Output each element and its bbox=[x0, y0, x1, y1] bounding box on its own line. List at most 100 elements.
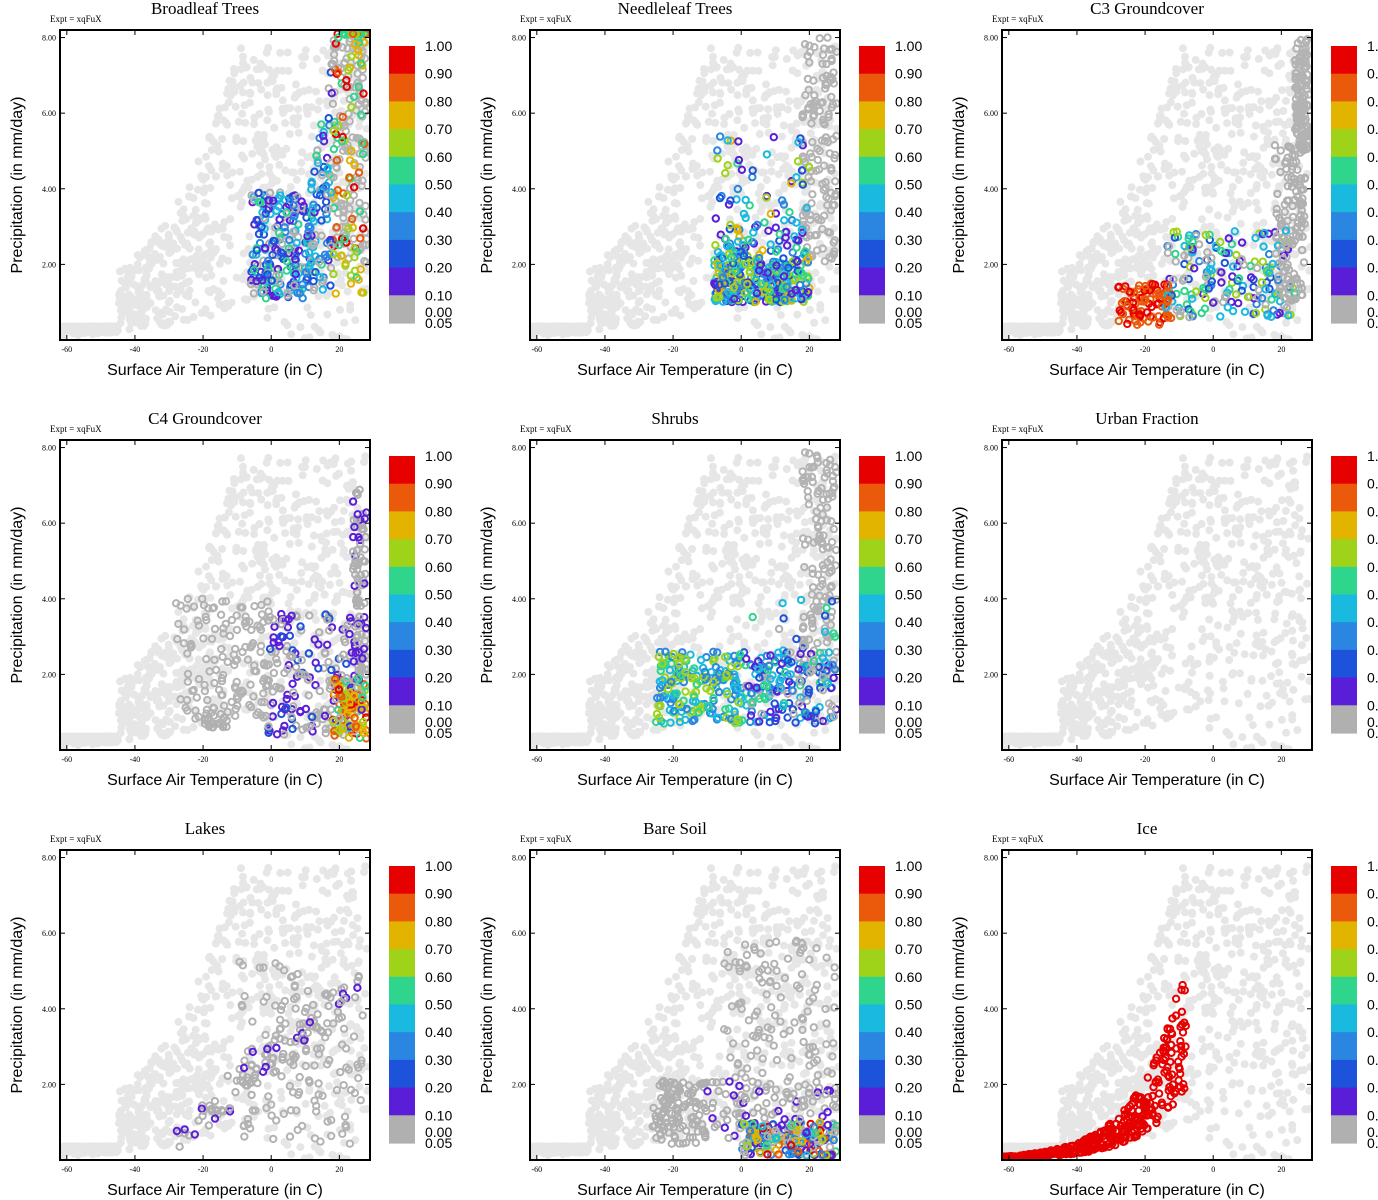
background-point bbox=[1240, 61, 1249, 70]
background-point bbox=[275, 160, 284, 169]
fraction-point bbox=[804, 162, 814, 172]
background-point bbox=[572, 322, 581, 331]
zero-fraction-point bbox=[827, 54, 836, 64]
zero-fraction-point bbox=[817, 216, 826, 225]
fraction-point bbox=[1191, 287, 1201, 296]
fraction-point bbox=[344, 66, 353, 75]
fraction-point bbox=[1276, 146, 1286, 155]
background-point bbox=[263, 313, 272, 322]
fraction-point bbox=[277, 239, 287, 249]
zero-fraction-point bbox=[1291, 72, 1301, 82]
background-point bbox=[231, 102, 240, 111]
fraction-point bbox=[329, 250, 338, 259]
expt-label: Expt = xqFuX bbox=[50, 424, 102, 434]
background-point bbox=[282, 144, 291, 153]
fraction-point bbox=[317, 231, 326, 241]
background-point bbox=[214, 225, 223, 234]
background-point bbox=[246, 73, 255, 82]
background-point bbox=[1206, 222, 1215, 231]
background-point bbox=[1116, 197, 1125, 206]
background-point bbox=[817, 275, 826, 284]
background-point bbox=[1189, 175, 1198, 184]
fraction-point bbox=[282, 257, 291, 266]
fraction-point bbox=[1168, 280, 1178, 289]
fraction-point bbox=[1237, 255, 1247, 264]
zero-fraction-point bbox=[339, 146, 348, 155]
background-point bbox=[1093, 232, 1102, 241]
background-point bbox=[1239, 158, 1248, 167]
background-point bbox=[764, 105, 773, 114]
colorbar-label: 0.40 bbox=[895, 204, 922, 220]
background-point bbox=[651, 279, 660, 288]
background-point bbox=[1245, 153, 1254, 162]
background-point bbox=[221, 163, 230, 172]
zero-fraction-point bbox=[816, 99, 826, 108]
fraction-point bbox=[250, 265, 259, 275]
zero-fraction-point bbox=[352, 133, 361, 143]
background-point bbox=[159, 291, 168, 300]
zero-fraction-point bbox=[809, 112, 818, 121]
fraction-point bbox=[804, 274, 813, 283]
fraction-point bbox=[1194, 240, 1204, 249]
fraction-point bbox=[1280, 294, 1289, 303]
zero-fraction-point bbox=[361, 215, 370, 224]
background-point bbox=[1243, 46, 1252, 55]
colorbar-label: 0.70 bbox=[895, 121, 922, 137]
background-point bbox=[181, 279, 190, 288]
background-point bbox=[1220, 66, 1229, 75]
background-point bbox=[220, 232, 229, 241]
background-point bbox=[697, 194, 706, 203]
background-point bbox=[635, 249, 644, 258]
fraction-point bbox=[778, 283, 788, 292]
x-tick-label: 20 bbox=[335, 345, 343, 354]
fraction-point bbox=[320, 205, 330, 214]
fraction-point bbox=[1205, 235, 1215, 245]
expt-label: Expt = xqFuX bbox=[520, 14, 572, 24]
background-point bbox=[681, 172, 690, 181]
fraction-point bbox=[348, 223, 357, 232]
colorbar-swatch bbox=[1331, 212, 1357, 241]
x-tick-label: -20 bbox=[1140, 345, 1151, 354]
background-point bbox=[1071, 280, 1080, 289]
zero-fraction-point bbox=[355, 149, 364, 158]
background-point bbox=[280, 106, 289, 115]
background-point bbox=[634, 278, 643, 287]
fraction-point bbox=[1184, 274, 1193, 284]
background-point bbox=[142, 303, 151, 311]
zero-fraction-point bbox=[804, 85, 813, 95]
background-point bbox=[218, 135, 227, 143]
background-point bbox=[237, 454, 245, 463]
background-point bbox=[774, 170, 783, 179]
background-point bbox=[780, 184, 789, 193]
background-point bbox=[236, 202, 245, 211]
background-point bbox=[685, 259, 694, 268]
fraction-point bbox=[1237, 238, 1247, 247]
fraction-point bbox=[307, 185, 316, 194]
background-point bbox=[194, 245, 203, 254]
fraction-point bbox=[1298, 194, 1307, 203]
background-point bbox=[173, 244, 182, 253]
background-point bbox=[263, 91, 272, 100]
fraction-point bbox=[779, 272, 789, 281]
fraction-point bbox=[1251, 233, 1260, 243]
fraction-point bbox=[1163, 295, 1173, 305]
background-point bbox=[755, 130, 764, 138]
plot-frame bbox=[529, 29, 841, 341]
fraction-point bbox=[1259, 242, 1268, 251]
background-point bbox=[237, 44, 245, 53]
background-point bbox=[688, 135, 697, 143]
fraction-point bbox=[1195, 257, 1204, 266]
background-point bbox=[707, 44, 715, 53]
colorbar-label: 0.20 bbox=[1367, 260, 1378, 276]
fraction-point bbox=[1217, 268, 1226, 277]
background-point bbox=[1033, 322, 1042, 331]
background-point bbox=[136, 253, 145, 262]
background-point bbox=[121, 280, 130, 289]
background-point bbox=[767, 158, 776, 167]
background-point bbox=[1190, 149, 1199, 158]
fraction-point bbox=[752, 275, 761, 284]
background-point bbox=[1264, 97, 1273, 106]
background-point bbox=[309, 121, 318, 130]
fraction-point bbox=[1267, 295, 1276, 304]
